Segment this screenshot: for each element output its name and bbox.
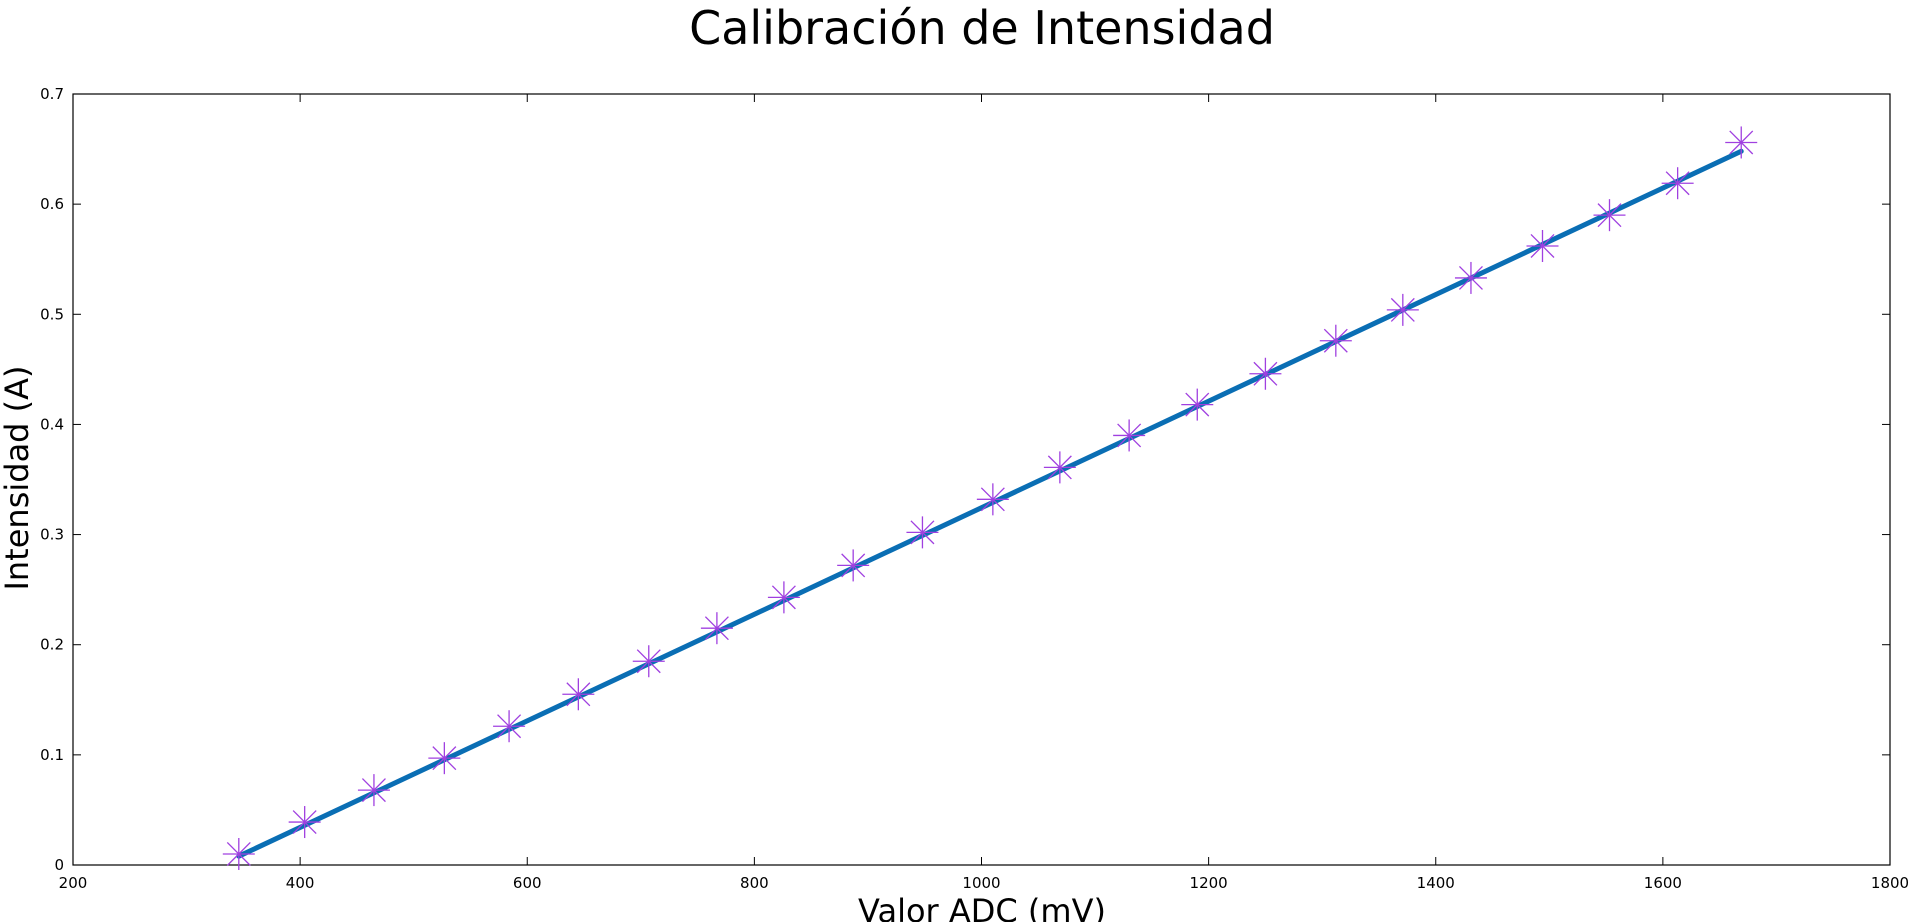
y-tick-label: 0.3 — [40, 526, 64, 544]
data-point — [632, 645, 665, 678]
x-axis-label: Valor ADC (mV) — [858, 892, 1106, 922]
data-point — [288, 806, 321, 839]
y-tick-label: 0.1 — [40, 746, 64, 764]
x-tick-label: 200 — [59, 874, 88, 892]
data-point — [1725, 126, 1758, 159]
y-tick-label: 0 — [54, 856, 64, 874]
data-point — [1249, 357, 1282, 390]
fit-line — [236, 148, 1744, 859]
data-point — [767, 581, 800, 614]
x-tick-label: 1000 — [962, 874, 1000, 892]
data-point — [428, 742, 461, 775]
x-tick-label: 400 — [286, 874, 315, 892]
x-tick-label: 1800 — [1871, 874, 1909, 892]
y-tick-label: 0.4 — [40, 415, 64, 433]
data-point — [1526, 229, 1559, 262]
x-tick-label: 1400 — [1417, 874, 1455, 892]
data-point — [222, 837, 255, 870]
y-tick-label: 0.6 — [40, 195, 64, 213]
y-tick-label: 0.7 — [40, 85, 64, 103]
data-point — [1386, 293, 1419, 326]
data-point — [1043, 451, 1076, 484]
data-point — [906, 516, 939, 549]
data-point — [837, 549, 870, 582]
data-point — [700, 612, 733, 645]
y-tick-label: 0.2 — [40, 636, 64, 654]
y-axis-label: Intensidad (A) — [0, 365, 36, 590]
data-point — [493, 710, 526, 743]
x-tick-label: 800 — [740, 874, 769, 892]
x-tick-label: 1600 — [1644, 874, 1682, 892]
data-point — [1113, 419, 1146, 452]
data-point — [1593, 199, 1626, 232]
data-point — [976, 483, 1009, 516]
data-point — [1319, 324, 1352, 357]
data-point — [1454, 261, 1487, 294]
data-point — [357, 774, 390, 807]
y-tick-label: 0.5 — [40, 305, 64, 323]
data-point — [1661, 167, 1694, 200]
data-point — [562, 678, 595, 711]
plot-area: 200 400 600 800 1000 1200 1400 1600 1800 0 0.1 0.2 0… — [40, 85, 1909, 892]
chart-title: Calibración de Intensidad — [689, 1, 1275, 55]
x-tick-label: 600 — [513, 874, 542, 892]
x-tick-label: 1200 — [1190, 874, 1228, 892]
data-point — [1181, 388, 1214, 421]
